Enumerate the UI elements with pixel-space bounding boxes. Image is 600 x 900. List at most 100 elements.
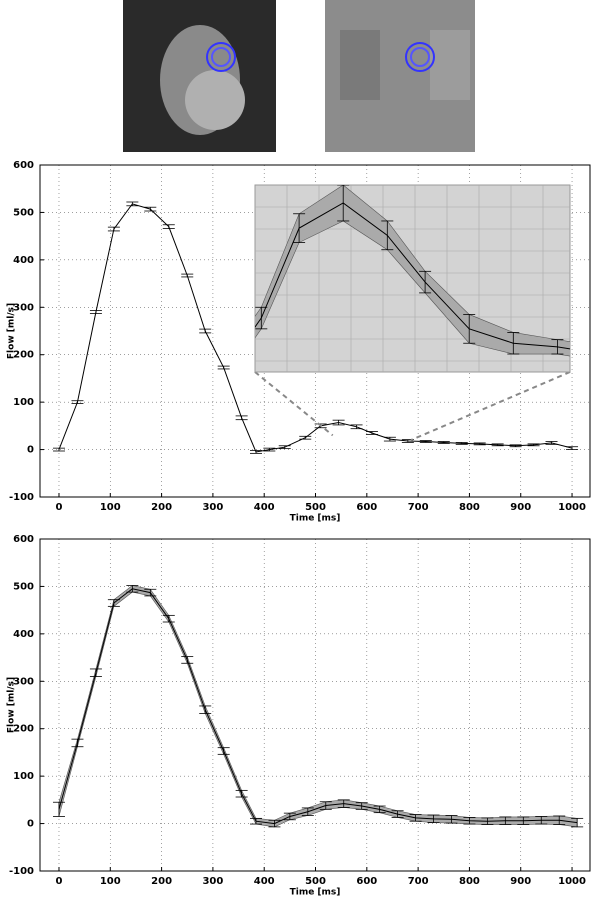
error-bar (527, 443, 540, 447)
error-bar (553, 815, 566, 825)
error-bar (419, 270, 432, 294)
x-tick-label: 100 (100, 876, 121, 887)
error-bar (162, 224, 175, 229)
x-tick-label: 600 (356, 876, 377, 887)
x-tick-label: 400 (254, 502, 275, 513)
error-bar (255, 306, 268, 330)
error-bar (481, 817, 494, 825)
error-bar (126, 585, 139, 593)
error-bar (52, 801, 65, 817)
x-tick-label: 900 (510, 502, 531, 513)
error-bar (455, 442, 468, 445)
error-band (58, 585, 578, 828)
x-tick-label: 800 (459, 876, 480, 887)
error-bar (263, 447, 276, 452)
error-bar (181, 273, 194, 278)
error-bar (596, 347, 600, 361)
error-bar (545, 441, 558, 445)
error-bar (217, 365, 230, 370)
mri-phase-image (325, 0, 475, 152)
plot-frame (39, 164, 591, 498)
error-bar (463, 817, 476, 825)
error-bar (278, 445, 291, 450)
plot-frame (39, 538, 591, 872)
error-bar (235, 415, 248, 421)
error-bar (499, 816, 512, 825)
y-tick-label: 200 (13, 724, 34, 735)
error-bar (162, 614, 175, 623)
error-bar (419, 440, 432, 443)
error-bar (268, 819, 281, 828)
error-bar (566, 446, 579, 450)
error-bar (134, 415, 146, 437)
error-bar (126, 201, 139, 207)
x-tick-label: 200 (151, 502, 172, 513)
y-tick-label: 600 (13, 160, 34, 171)
y-axis-label: Flow [ml/s] (7, 677, 17, 733)
error-bar (99, 153, 111, 182)
error-bar (181, 656, 194, 664)
error-bar (299, 435, 312, 440)
x-tick-label: 1000 (558, 876, 586, 887)
error-bar (199, 705, 212, 714)
error-bar (373, 805, 386, 814)
x-tick-label: 400 (254, 876, 275, 887)
y-tick-label: 200 (13, 350, 34, 361)
x-tick-label: 300 (202, 502, 223, 513)
error-bar (473, 442, 486, 446)
flow-line (255, 202, 570, 350)
error-bar (381, 220, 394, 251)
error-bar (167, 397, 179, 419)
flow-line (58, 588, 578, 825)
x-axis-label: Time [ms] (290, 514, 341, 524)
error-bar (301, 807, 314, 816)
y-tick-label: 500 (13, 581, 34, 592)
error-bar (71, 400, 84, 404)
error-bar (337, 185, 350, 222)
error-bar (205, 379, 217, 401)
y-tick-label: 300 (13, 302, 34, 313)
y-tick-label: 600 (13, 534, 34, 545)
error-bar (383, 436, 396, 442)
error-bar (517, 816, 530, 825)
y-tick-label: 500 (13, 207, 34, 218)
x-tick-label: 700 (408, 876, 429, 887)
error-bar (52, 447, 65, 452)
y-tick-label: 100 (13, 397, 34, 408)
error-bar (144, 206, 157, 212)
error-bar (107, 226, 120, 232)
x-tick-label: 1000 (558, 502, 586, 513)
y-tick-label: 0 (27, 819, 34, 830)
y-tick-label: -100 (9, 866, 34, 877)
error-bar (491, 443, 504, 447)
error-bar (391, 810, 404, 818)
error-bar (551, 339, 564, 355)
zoom-connector (254, 371, 334, 437)
error-bar (355, 802, 368, 810)
error-bar (332, 419, 345, 426)
y-tick-label: 400 (13, 629, 34, 640)
x-tick-label: 100 (100, 502, 121, 513)
error-bar (249, 450, 262, 454)
x-tick-label: 0 (55, 502, 62, 513)
error-bar (445, 815, 458, 824)
error-bar (235, 789, 248, 798)
error-bar (509, 444, 522, 448)
error-bar (337, 799, 350, 808)
error-bar (507, 332, 520, 355)
y-tick-label: 300 (13, 676, 34, 687)
x-tick-label: 0 (55, 876, 62, 887)
x-tick-label: 700 (408, 502, 429, 513)
y-tick-label: -100 (9, 492, 34, 503)
x-tick-label: 500 (305, 876, 326, 887)
error-bar (319, 801, 332, 810)
y-tick-label: 100 (13, 771, 34, 782)
error-bar (249, 817, 262, 825)
y-tick-label: 400 (13, 255, 34, 266)
error-bar (107, 599, 120, 607)
error-bar (437, 441, 450, 444)
x-tick-label: 800 (459, 502, 480, 513)
flow-line (58, 203, 573, 453)
x-tick-label: 300 (202, 876, 223, 887)
